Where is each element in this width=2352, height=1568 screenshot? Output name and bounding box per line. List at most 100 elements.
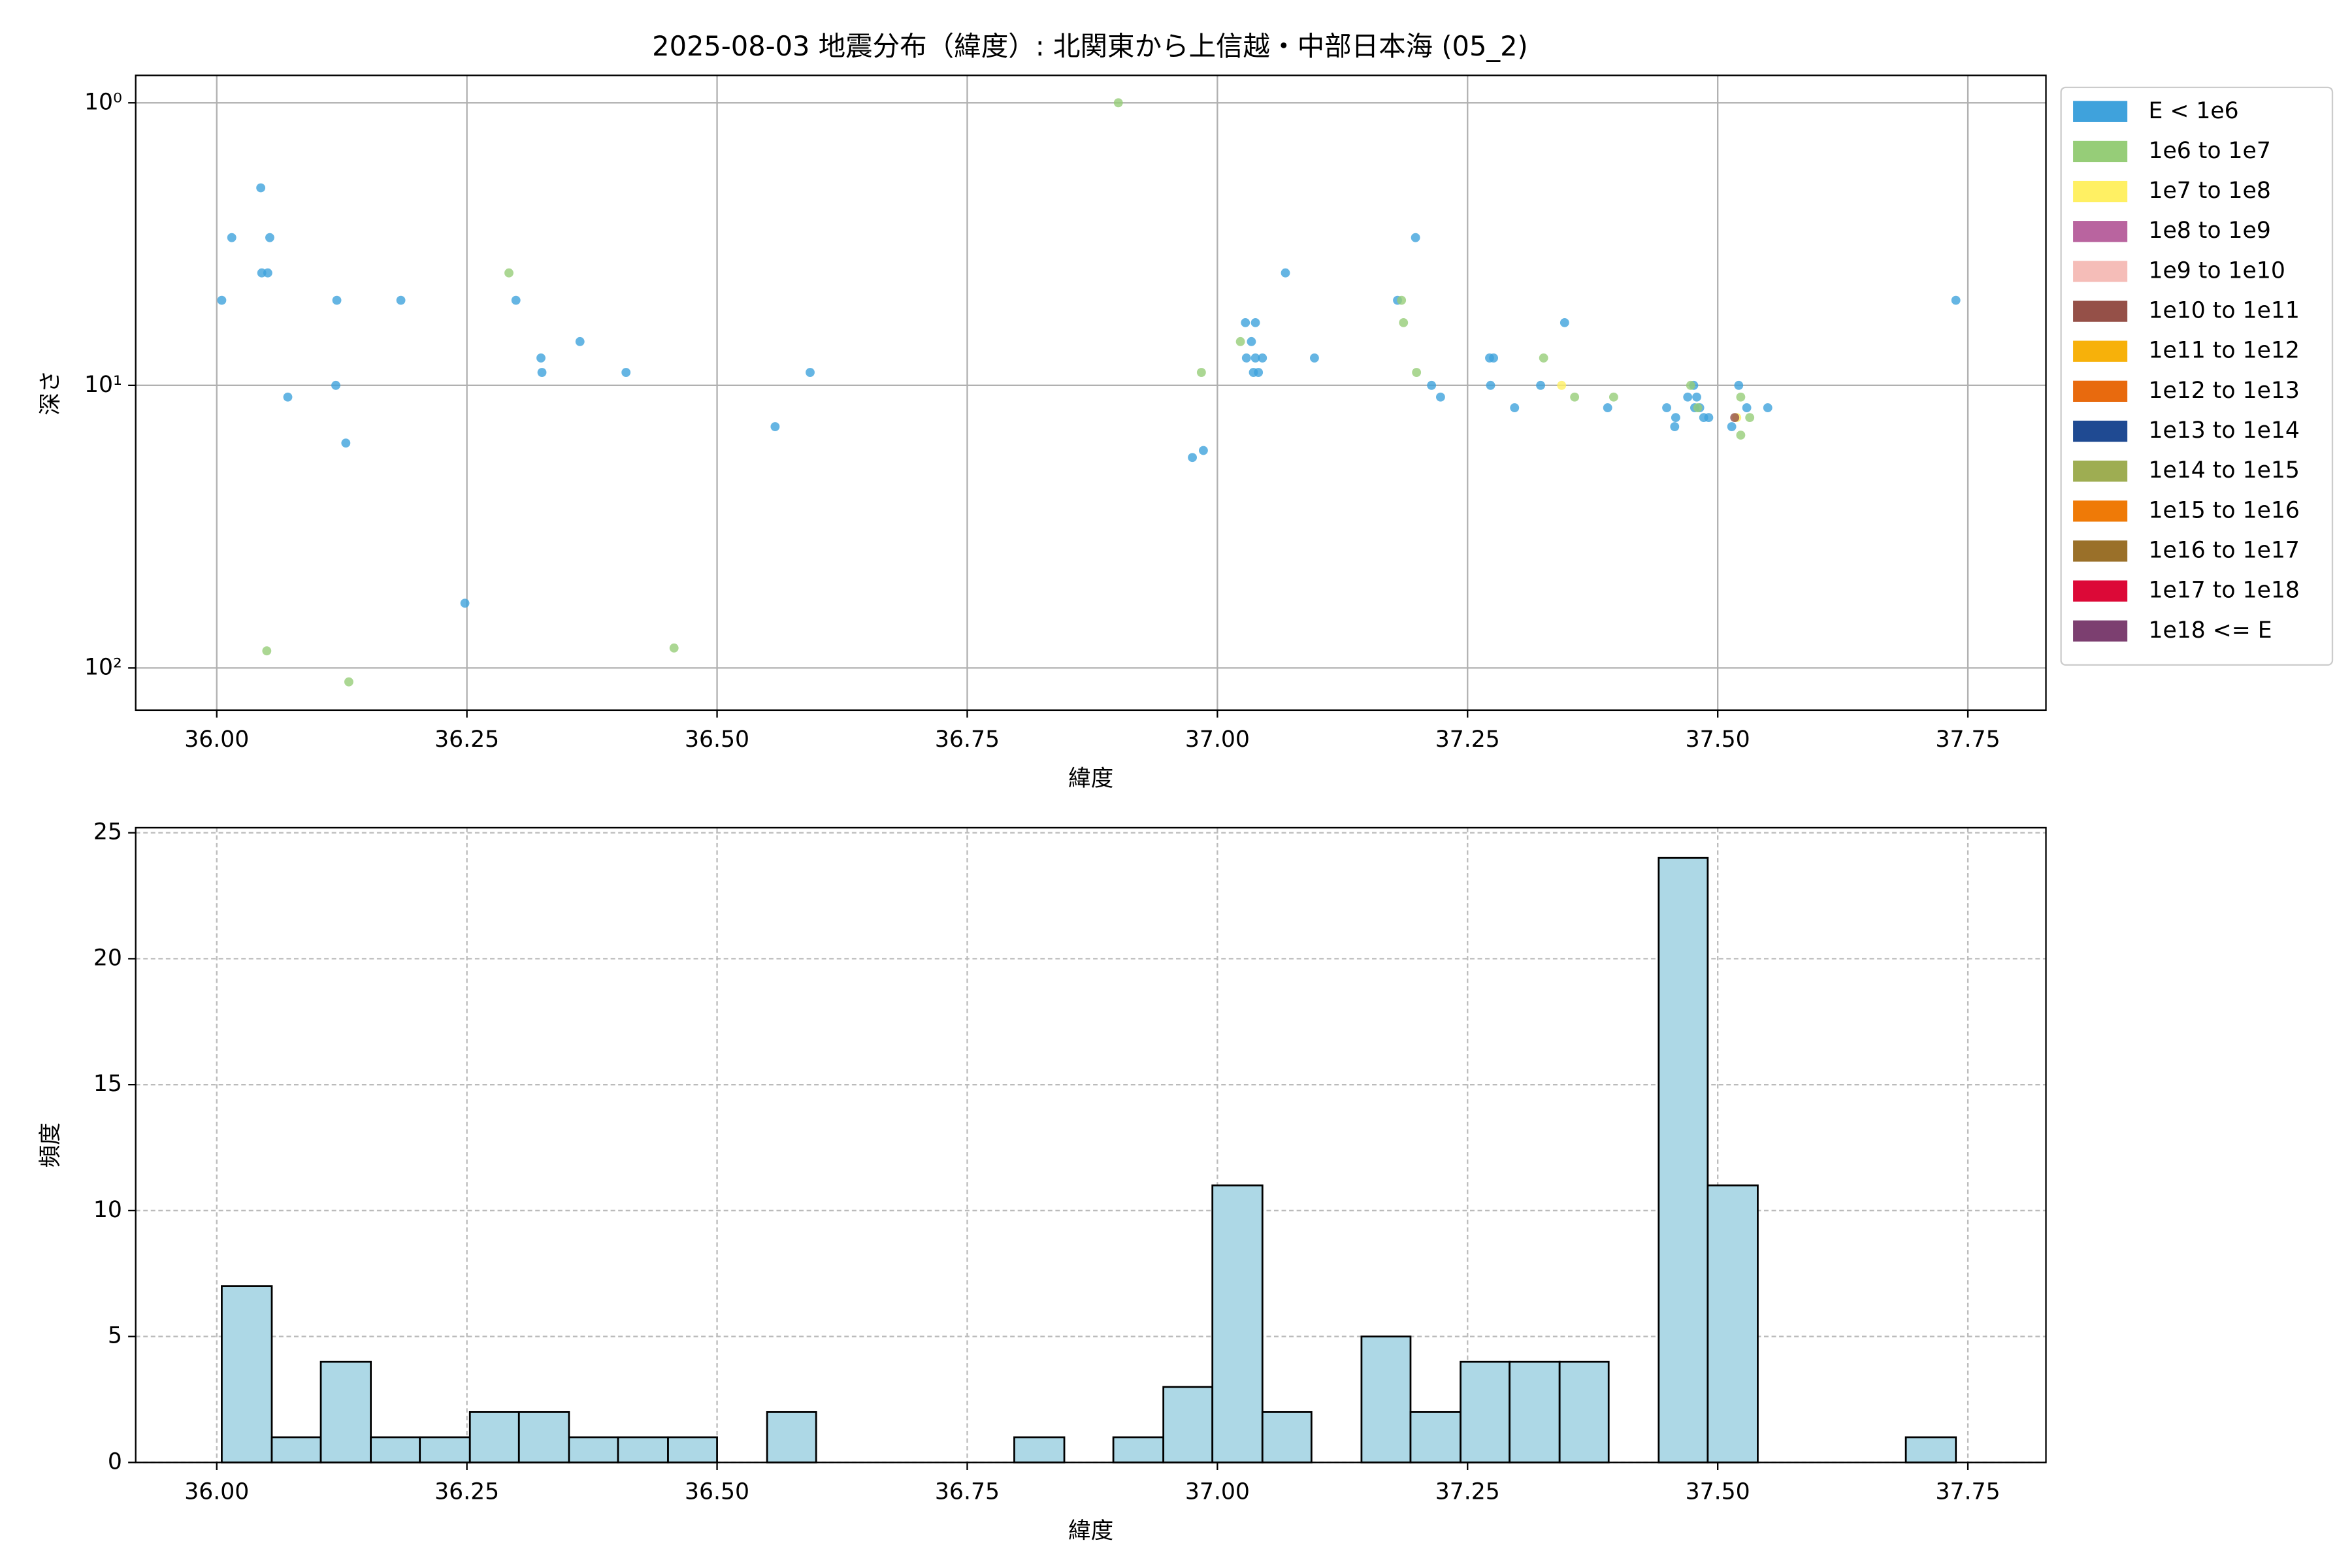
- bar: [1162, 1386, 1214, 1463]
- legend-swatch: [2073, 461, 2128, 482]
- x-axis-label: 緯度: [1068, 766, 1113, 792]
- x-tick-label: 36.75: [935, 727, 1000, 753]
- point: [331, 380, 340, 390]
- bar: [319, 1360, 372, 1463]
- point: [537, 368, 547, 377]
- point: [536, 353, 546, 363]
- bar: [1211, 1184, 1264, 1463]
- x-tick-label: 36.25: [434, 727, 499, 753]
- legend-swatch: [2073, 620, 2128, 642]
- point: [1427, 380, 1437, 390]
- legend-label: 1e10 to 1e11: [2148, 298, 2299, 324]
- point: [1736, 431, 1746, 440]
- point: [1247, 336, 1256, 346]
- x-tick-label: 36.25: [434, 1479, 499, 1505]
- legend-label: 1e11 to 1e12: [2148, 338, 2299, 364]
- y-tick-label: 10: [93, 1197, 122, 1223]
- bar: [270, 1436, 322, 1463]
- point: [341, 438, 351, 448]
- point: [344, 677, 353, 687]
- point: [1603, 403, 1612, 413]
- point: [806, 368, 815, 377]
- bar: [667, 1436, 718, 1463]
- point: [575, 336, 585, 346]
- y-tick-label: 15: [93, 1071, 122, 1097]
- point: [1557, 380, 1567, 390]
- legend-swatch: [2073, 301, 2128, 322]
- bar: [419, 1436, 471, 1463]
- legend-label: 1e17 to 1e18: [2148, 578, 2299, 604]
- point: [1662, 403, 1671, 413]
- point: [1693, 403, 1703, 413]
- point: [1435, 392, 1445, 402]
- point: [1742, 403, 1752, 413]
- point: [1692, 392, 1701, 402]
- legend-label: 1e15 to 1e16: [2148, 497, 2299, 523]
- point: [1560, 318, 1569, 327]
- point: [227, 233, 237, 242]
- point: [1570, 392, 1580, 402]
- legend-swatch: [2073, 500, 2128, 522]
- legend-swatch: [2073, 261, 2128, 282]
- point: [256, 183, 266, 193]
- bar: [617, 1436, 669, 1463]
- x-tick-label: 37.25: [1435, 727, 1500, 753]
- bar: [1460, 1360, 1511, 1463]
- point: [1736, 392, 1746, 402]
- legend-label: E < 1e6: [2148, 98, 2238, 124]
- bar: [1261, 1411, 1313, 1463]
- point: [1951, 295, 1961, 305]
- point: [504, 268, 514, 278]
- x-tick-label: 36.50: [685, 1479, 749, 1505]
- point: [1254, 368, 1264, 377]
- point: [1397, 295, 1407, 305]
- point: [1539, 353, 1548, 363]
- legend-swatch: [2073, 580, 2128, 602]
- point: [511, 295, 521, 305]
- point: [1671, 413, 1680, 423]
- bar: [1013, 1436, 1066, 1463]
- y-axis-label: 深さ: [37, 370, 63, 416]
- point: [1727, 422, 1737, 431]
- y-tick-label: 10¹: [84, 372, 122, 398]
- bar: [1558, 1360, 1610, 1463]
- bar: [1112, 1436, 1165, 1463]
- point: [1258, 353, 1267, 363]
- bar: [1904, 1436, 1957, 1463]
- point: [669, 643, 679, 653]
- x-tick-label: 37.75: [1936, 1479, 2001, 1505]
- x-tick-label: 36.75: [935, 1479, 1000, 1505]
- point: [1250, 318, 1260, 327]
- legend-swatch: [2073, 221, 2128, 242]
- point: [1310, 353, 1319, 363]
- legend-box: [2060, 86, 2334, 666]
- x-tick-label: 37.75: [1936, 727, 2001, 753]
- point: [263, 268, 272, 278]
- point: [1704, 413, 1714, 423]
- legend-swatch: [2073, 340, 2128, 362]
- bar: [517, 1411, 570, 1463]
- bar: [1360, 1335, 1412, 1463]
- x-tick-label: 36.00: [184, 727, 249, 753]
- bar: [370, 1436, 421, 1463]
- legend-label: 1e6 to 1e7: [2148, 138, 2270, 164]
- legend-label: 1e16 to 1e17: [2148, 537, 2299, 563]
- point: [283, 392, 293, 402]
- legend-label: 1e18 <= E: [2148, 617, 2272, 644]
- point: [1486, 380, 1495, 390]
- x-tick-label: 37.50: [1686, 727, 1750, 753]
- bar: [468, 1411, 520, 1463]
- bar: [1409, 1411, 1462, 1463]
- point: [1113, 98, 1123, 108]
- bar: [1509, 1360, 1561, 1463]
- plot-frame: [135, 826, 2047, 1463]
- point: [1188, 453, 1197, 463]
- legend-label: 1e14 to 1e15: [2148, 457, 2299, 483]
- point: [1235, 336, 1245, 346]
- legend-label: 1e9 to 1e10: [2148, 257, 2285, 284]
- point: [1686, 380, 1695, 390]
- legend-label: 1e13 to 1e14: [2148, 417, 2299, 444]
- x-tick-label: 37.00: [1185, 1479, 1250, 1505]
- point: [1510, 403, 1520, 413]
